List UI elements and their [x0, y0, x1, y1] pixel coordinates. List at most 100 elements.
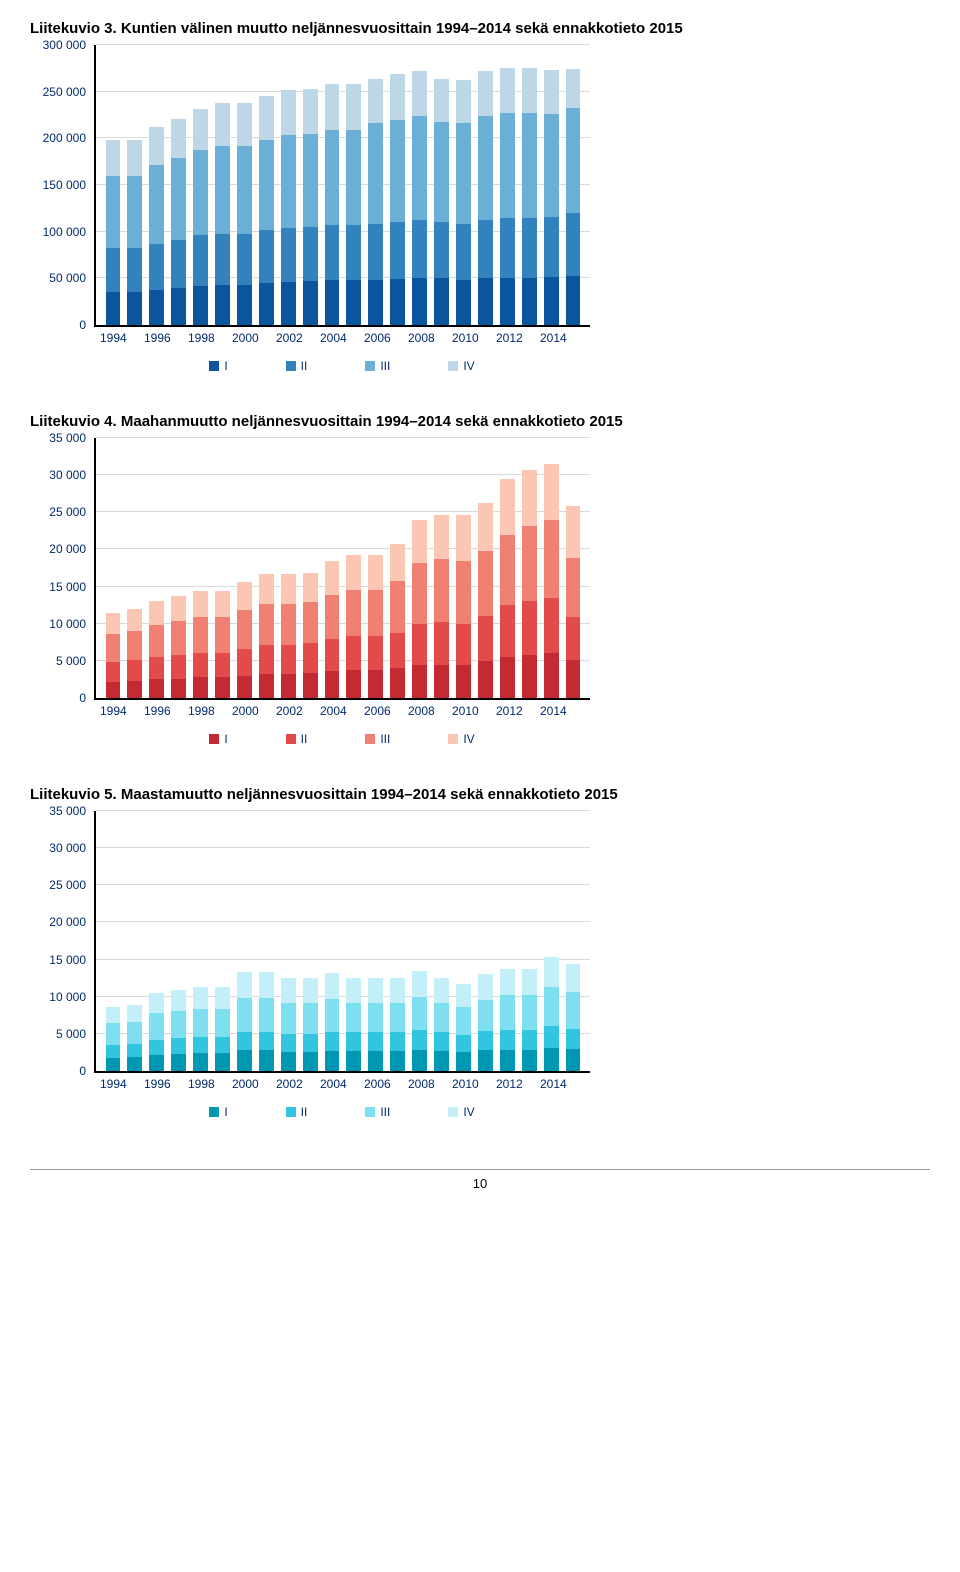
bar-segment	[566, 964, 581, 992]
bar-column	[124, 1005, 146, 1071]
bar-segment	[478, 616, 493, 661]
x-axis-label: 2002	[276, 704, 303, 718]
bar-segment	[346, 1032, 361, 1051]
bar-segment	[478, 503, 493, 551]
stacked-bar	[325, 84, 340, 325]
legend-label: IV	[463, 359, 474, 373]
x-axis-label	[127, 704, 144, 718]
bar-segment	[215, 987, 230, 1009]
bar-segment	[390, 1032, 405, 1051]
bar-segment	[303, 1003, 318, 1034]
legend-label: I	[224, 732, 227, 746]
bar-segment	[149, 1013, 164, 1040]
legend-label: I	[224, 359, 227, 373]
stacked-bar	[456, 515, 471, 698]
legend-item: I	[209, 1105, 227, 1119]
bar-segment	[215, 285, 230, 325]
x-axis-label	[127, 1077, 144, 1091]
bar-segment	[390, 633, 405, 669]
x-axis-label	[523, 1077, 540, 1091]
bar-segment	[346, 225, 361, 280]
stacked-bar	[193, 987, 208, 1071]
bar-column	[212, 987, 234, 1071]
stacked-bar	[259, 574, 274, 698]
bar-column	[540, 70, 562, 325]
x-axis-label: 2006	[364, 1077, 391, 1091]
bar-segment	[390, 544, 405, 581]
stacked-bar	[544, 464, 559, 698]
x-axis-label	[347, 1077, 364, 1091]
legend-label: II	[301, 732, 308, 746]
bar-segment	[237, 582, 252, 610]
bar-column	[321, 561, 343, 698]
bar-column	[168, 990, 190, 1071]
bar-column	[453, 515, 475, 698]
bar-segment	[544, 520, 559, 598]
bar-segment	[259, 645, 274, 675]
stacked-bar	[368, 79, 383, 325]
x-axis-label: 2000	[232, 704, 259, 718]
bar-segment	[215, 617, 230, 653]
bar-segment	[259, 1050, 274, 1071]
bar-segment	[566, 69, 581, 108]
x-axis-label	[567, 704, 584, 718]
bar-segment	[434, 278, 449, 325]
bar-segment	[193, 286, 208, 325]
stacked-bar	[303, 573, 318, 699]
bar-segment	[412, 997, 427, 1030]
bar-column	[562, 964, 584, 1071]
stacked-bar	[215, 987, 230, 1071]
bar-column	[343, 84, 365, 325]
bar-segment	[456, 1035, 471, 1052]
bar-segment	[281, 645, 296, 675]
chart-block-1: Liitekuvio 4. Maahanmuutto neljännesvuos…	[30, 413, 930, 746]
bar-segment	[259, 574, 274, 604]
bar-segment	[478, 71, 493, 116]
bar-segment	[281, 1003, 296, 1034]
bar-segment	[346, 130, 361, 225]
legend-label: II	[301, 1105, 308, 1119]
bar-segment	[149, 625, 164, 657]
bar-segment	[193, 109, 208, 150]
stacked-bar	[171, 596, 186, 698]
bar-segment	[193, 653, 208, 678]
bar-segment	[259, 1032, 274, 1051]
bar-segment	[237, 610, 252, 649]
bar-segment	[368, 636, 383, 669]
bar-segment	[522, 68, 537, 113]
bar-column	[431, 515, 453, 698]
bar-segment	[346, 280, 361, 325]
bar-segment	[500, 113, 515, 218]
bar-segment	[325, 973, 340, 999]
chart-title: Liitekuvio 3. Kuntien välinen muutto nel…	[30, 20, 930, 37]
bar-segment	[149, 127, 164, 164]
legend-swatch	[286, 361, 296, 371]
bar-segment	[412, 971, 427, 997]
bar-segment	[522, 1050, 537, 1071]
bar-segment	[193, 1009, 208, 1037]
legend-item: IV	[448, 1105, 474, 1119]
bar-segment	[478, 1000, 493, 1031]
bar-column	[431, 79, 453, 325]
page-footer: 10	[30, 1169, 930, 1191]
legend-swatch	[209, 361, 219, 371]
bar-column	[168, 119, 190, 325]
bar-segment	[412, 520, 427, 563]
stacked-bar	[456, 80, 471, 325]
stacked-bar	[259, 972, 274, 1071]
bar-segment	[106, 176, 121, 249]
bar-segment	[325, 671, 340, 698]
bar-segment	[390, 668, 405, 698]
bar-column	[190, 987, 212, 1071]
bar-segment	[171, 655, 186, 679]
y-axis-label: 0	[79, 318, 86, 332]
bar-segment	[412, 563, 427, 624]
bar-segment	[434, 978, 449, 1003]
bar-segment	[303, 602, 318, 643]
stacked-bar	[434, 978, 449, 1071]
bar-segment	[237, 998, 252, 1031]
bar-segment	[544, 598, 559, 654]
bar-segment	[478, 974, 493, 999]
stacked-bar	[434, 515, 449, 698]
bar-segment	[259, 96, 274, 140]
